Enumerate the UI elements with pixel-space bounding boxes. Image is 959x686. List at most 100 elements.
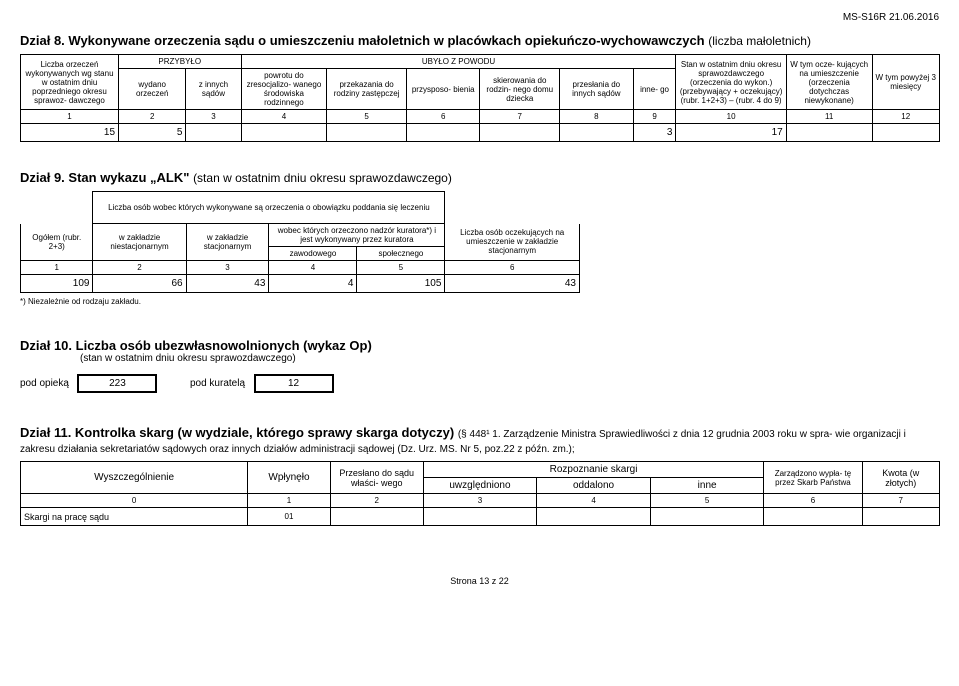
cell — [241, 124, 327, 142]
cell — [872, 124, 939, 142]
dzial9-title-main: Dział 9. Stan wykazu „ALK" — [20, 170, 189, 185]
dzial11-h-inne: inne — [650, 478, 764, 494]
dzial9-h-zawod: zawodowego — [269, 247, 357, 261]
cell — [537, 508, 651, 526]
cell — [186, 124, 241, 142]
opieka-value: 223 — [77, 374, 157, 393]
dzial11-h-odd: oddalono — [537, 478, 651, 494]
dzial11-title-main: Dział 11. Kontrolka skarg (w wydziale, k… — [20, 425, 454, 440]
dzial11-h-wpl: Wpłynęło — [248, 462, 331, 494]
colnum: 6 — [406, 110, 480, 124]
cell: 66 — [93, 275, 186, 293]
dzial8-title: Dział 8. Wykonywane orzeczenia sądu o um… — [20, 33, 939, 48]
dzial9-h-wobec: wobec których orzeczono nadzór kuratora*… — [269, 224, 445, 247]
cell: 43 — [445, 275, 580, 293]
dzial8-title-main: Dział 8. Wykonywane orzeczenia sądu o um… — [20, 33, 705, 48]
dzial8-h-ub4: skierowania do rodzin- nego domu dziecka — [480, 69, 560, 110]
cell — [423, 508, 537, 526]
colnum: 1 — [21, 261, 93, 275]
cell — [764, 508, 862, 526]
dzial8-h-zinnych: z innych sądów — [186, 69, 241, 110]
dzial11-h-zarz: Zarządzono wypła- tę przez Skarb Państwa — [764, 462, 862, 494]
colnum: 4 — [269, 261, 357, 275]
dzial9-top-header: Liczba osób wobec których wykonywane są … — [93, 192, 445, 224]
dzial9-h-spol: społecznego — [357, 247, 445, 261]
cell — [327, 124, 407, 142]
dzial9-h-niest: w zakładzie niestacjonarnym — [93, 224, 186, 261]
colnum: 11 — [786, 110, 872, 124]
cell: 105 — [357, 275, 445, 293]
dzial8-h-ub1: powrotu do zresocjalizo- wanego środowis… — [241, 69, 327, 110]
dzial11-row-label: Skargi na pracę sądu — [21, 508, 248, 526]
dzial8-h-ub6: inne- go — [633, 69, 676, 110]
cell — [862, 508, 940, 526]
colnum: 6 — [764, 494, 862, 508]
dzial8-h-ub2: przekazania do rodziny zastępczej — [327, 69, 407, 110]
page-footer: Strona 13 z 22 — [20, 576, 939, 586]
dzial8-h-przybylo: PRZYBYŁO — [119, 55, 242, 69]
colnum: 7 — [862, 494, 940, 508]
dzial11-row-code: 01 — [248, 508, 331, 526]
dzial10-title: Dział 10. Liczba osób ubezwłasnowolniony… — [20, 338, 939, 353]
colnum: 8 — [560, 110, 634, 124]
cell — [480, 124, 560, 142]
colnum: 2 — [93, 261, 186, 275]
colnum: 10 — [676, 110, 786, 124]
cell — [786, 124, 872, 142]
dzial9-h-oczek: Liczba osób oczekujących na umieszczenie… — [445, 224, 580, 261]
cell: 43 — [186, 275, 269, 293]
colnum: 2 — [330, 494, 423, 508]
colnum: 1 — [21, 110, 119, 124]
kuratela-label: pod kuratelą — [190, 378, 245, 389]
cell — [406, 124, 480, 142]
page-number: Strona 13 z 22 — [450, 576, 509, 586]
kuratela-value: 12 — [254, 374, 334, 393]
colnum: 3 — [423, 494, 537, 508]
dzial8-h-col1: Liczba orzeczeń wykonywanych wg stanu w … — [21, 55, 119, 110]
cell: 5 — [119, 124, 186, 142]
opieka-label: pod opieką — [20, 378, 69, 389]
dzial9-h-ogolem: Ogółem (rubr. 2+3) — [21, 224, 93, 261]
dzial8-h-col11: W tym ocze- kujących na umieszczenie (or… — [786, 55, 872, 110]
cell — [330, 508, 423, 526]
cell: 17 — [676, 124, 786, 142]
colnum: 3 — [186, 110, 241, 124]
colnum: 9 — [633, 110, 676, 124]
colnum: 5 — [357, 261, 445, 275]
dzial11-h-kwota: Kwota (w złotych) — [862, 462, 940, 494]
colnum: 1 — [248, 494, 331, 508]
dzial8-h-col12: W tym powyżej 3 miesięcy — [872, 55, 939, 110]
dzial9-title-suffix: (stan w ostatnim dniu okresu sprawozdawc… — [193, 171, 452, 185]
dzial11-h-rozp: Rozpoznanie skargi — [423, 462, 764, 478]
colnum: 7 — [480, 110, 560, 124]
dzial9-h-stac: w zakładzie stacjonarnym — [186, 224, 269, 261]
document-id: MS-S16R 21.06.2016 — [20, 12, 939, 23]
dzial8-h-ub5: przesłania do innych sądów — [560, 69, 634, 110]
cell — [650, 508, 764, 526]
dzial8-h-wydano: wydano orzeczeń — [119, 69, 186, 110]
colnum: 3 — [186, 261, 269, 275]
dzial8-title-suffix: (liczba małoletnich) — [708, 34, 811, 48]
colnum: 2 — [119, 110, 186, 124]
colnum: 0 — [21, 494, 248, 508]
cell: 109 — [21, 275, 93, 293]
dzial9-title: Dział 9. Stan wykazu „ALK" (stan w ostat… — [20, 170, 939, 185]
colnum: 5 — [650, 494, 764, 508]
colnum: 4 — [537, 494, 651, 508]
dzial11-table: Wyszczególnienie Wpłynęło Przesłano do s… — [20, 461, 940, 526]
dzial10-values: pod opieką 223 pod kuratelą 12 — [20, 374, 939, 393]
dzial8-table: Liczba orzeczeń wykonywanych wg stanu w … — [20, 54, 940, 142]
colnum: 6 — [445, 261, 580, 275]
dzial11-h-wysz: Wyszczególnienie — [21, 462, 248, 494]
colnum: 12 — [872, 110, 939, 124]
colnum: 4 — [241, 110, 327, 124]
dzial8-h-ub3: przysposo- bienia — [406, 69, 480, 110]
dzial10-subtitle: (stan w ostatnim dniu okresu sprawozdawc… — [80, 353, 939, 364]
cell: 4 — [269, 275, 357, 293]
dzial11-h-przes: Przesłano do sądu właści- wego — [330, 462, 423, 494]
cell: 15 — [21, 124, 119, 142]
dzial9-footnote: *) Niezależnie od rodzaju zakładu. — [20, 297, 939, 306]
dzial11-title: Dział 11. Kontrolka skarg (w wydziale, k… — [20, 425, 939, 455]
dzial11-h-uwz: uwzględniono — [423, 478, 537, 494]
cell: 3 — [633, 124, 676, 142]
